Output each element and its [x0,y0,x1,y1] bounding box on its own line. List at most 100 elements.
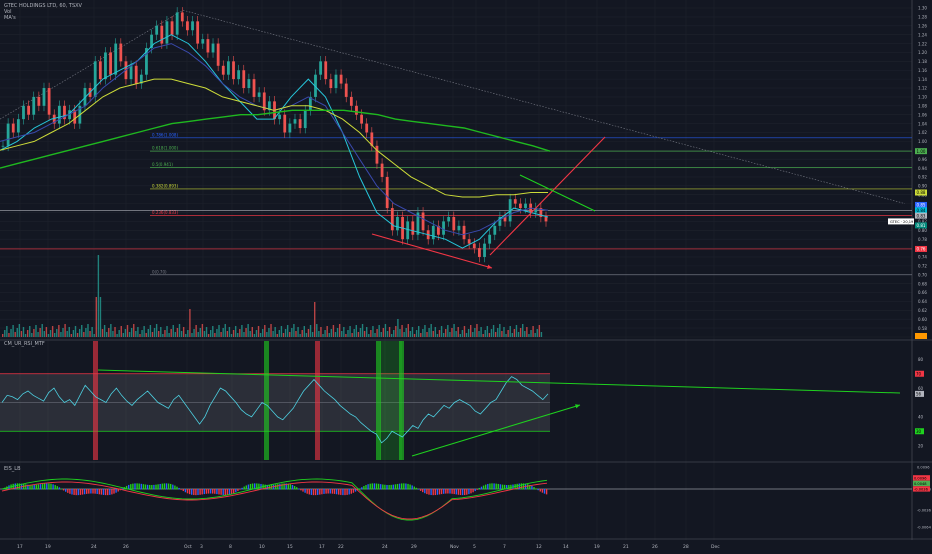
volume-bar [503,327,505,337]
eis-bar [495,483,497,490]
volume-bar [330,329,333,337]
volume-tag [915,333,927,339]
eis-bar [100,489,103,495]
rsi-axis-label: 40 [918,415,924,420]
eis-bar [220,489,222,495]
price-tick-label: 1.00 [918,139,927,144]
price-tag-label: 0.83 [917,213,926,218]
eis-bar [272,484,275,490]
time-tick-label: 26 [123,544,129,550]
eis-tag-label: 0.0096 [914,477,927,481]
eis-bar [163,483,166,490]
eis-bar [266,484,268,490]
volume-bar [376,329,378,337]
fib-level-label: 0.5(0.941) [152,162,173,167]
trendline-dotted-left [0,9,184,120]
volume-bar [366,327,368,337]
eis-bar [107,489,109,496]
time-tick-label: 24 [382,544,388,550]
volume-bar [95,297,97,337]
candle-body [293,119,297,124]
candle-body [411,221,415,235]
volume-bar [513,329,516,337]
candle-body [380,163,384,177]
eis-tag [913,486,930,492]
volume-bar [347,330,349,337]
eis-bar [247,484,250,490]
eis-bar [340,489,342,495]
volume-bar [37,332,39,337]
volume-bar [128,332,131,337]
eis-bar [33,484,35,490]
candle-body [539,208,543,217]
eis-legend[interactable]: EIS_LB [4,466,21,472]
volume-bar [20,331,23,337]
candle-body [119,43,123,62]
volume-bar [393,330,395,337]
ma-legend[interactable]: MA's [4,15,16,21]
volume-bar [447,325,449,337]
eis-bar [480,486,483,490]
candle-body [334,74,338,89]
eis-bar [235,489,237,493]
candle-body [283,114,287,133]
volume-bar [299,334,301,337]
eis-bar [29,484,31,490]
candle-body [1,145,5,147]
volume-bar [403,332,405,337]
volume-bar [195,325,197,337]
volume-bar [370,330,372,337]
candle-body [544,216,548,222]
price-tick-label: 0.64 [918,299,927,304]
rsi-tag [915,370,924,377]
eis-bar [170,483,172,490]
eis-bar [354,489,357,492]
eis-bar [48,483,50,490]
volume-bar [83,332,85,337]
eis-bar [281,483,283,490]
candle-body [93,61,97,97]
eis-bar [184,489,187,493]
eis-bar [388,484,390,490]
eis-bar [285,483,287,490]
eis-bar [535,488,537,490]
fib-level-label: 0(0.70) [152,269,167,274]
eis-bar [241,487,243,490]
volume-bar [205,327,208,337]
eis-bar [348,489,350,495]
price-tag [915,207,927,214]
eis-bar [62,489,65,491]
volume-legend[interactable]: Vol [4,9,12,15]
volume-bar [390,334,393,337]
volume-bar [201,324,204,337]
eis-tag [913,475,930,481]
symbol-title[interactable]: GTEC HOLDINGS LTD, 60, TSXV [4,3,82,9]
volume-bar [388,327,391,337]
eis-bar [424,489,426,494]
price-tick-label: 0.66 [918,290,927,295]
eis-bar [367,484,369,490]
eis-bar [335,489,338,495]
eis-bar [470,489,472,494]
eis-bar [308,489,310,495]
volume-bar [320,327,322,337]
volume-bar [14,332,16,337]
downtrend-arrow-head [487,264,492,269]
candle-body [257,92,261,97]
eis-bar [436,489,439,495]
volume-bar [399,329,401,337]
cm-rsi-legend[interactable]: CM_UR_RSI_MTF [4,341,45,347]
volume-bar [230,334,233,337]
candle-body [165,21,169,44]
volume-bar [66,331,68,337]
eis-bar [25,484,27,490]
volume-bar [488,333,491,337]
candle-body [104,52,107,80]
volume-bar [228,327,231,337]
candle-body [308,96,312,111]
volume-bar [124,329,127,337]
volume-bar [212,326,214,337]
eis-bar [77,489,79,496]
